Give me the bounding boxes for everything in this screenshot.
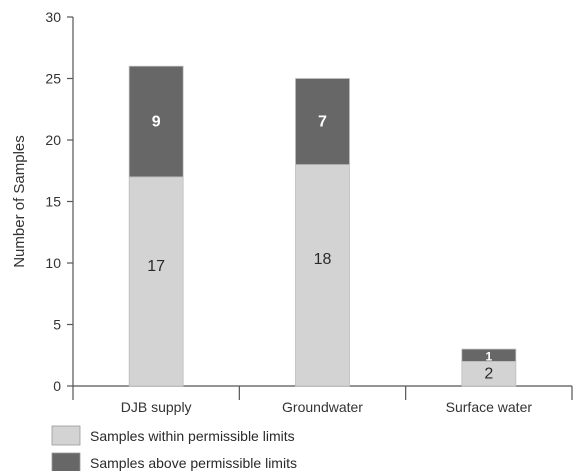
legend-label: Samples within permissible limits: [90, 428, 295, 444]
legend-label: Samples above permissible limits: [90, 455, 297, 471]
legend-swatch: [51, 425, 81, 446]
y-tick-label: 0: [53, 378, 61, 394]
legend-swatch: [51, 452, 81, 473]
legend: Samples within permissible limits Samples…: [51, 425, 297, 473]
bar-value-label: 9: [152, 114, 161, 131]
bars: [128, 65, 517, 387]
x-tick-label: DJB supply: [121, 399, 192, 415]
y-ticks: 0 5 10 15 20 25 30: [45, 9, 73, 394]
bar-value-label: 17: [147, 258, 165, 275]
y-axis-title: Number of Samples: [11, 135, 28, 268]
x-tick-label: Surface water: [446, 399, 533, 415]
x-ticks: DJB supply Groundwater Surface water: [72, 386, 573, 415]
bar-value-label: 2: [484, 366, 493, 383]
bar-value-label: 7: [318, 114, 327, 131]
y-tick-label: 15: [45, 194, 61, 210]
x-tick-label: Groundwater: [282, 399, 363, 415]
bar-segment-within-limits: [295, 164, 350, 387]
bar-segment-above-limits: [295, 78, 350, 165]
y-tick-label: 10: [45, 255, 61, 271]
y-tick-label: 20: [45, 132, 61, 148]
bar-segment-above-limits: [461, 348, 517, 362]
y-tick-label: 25: [45, 71, 61, 87]
bar-value-label: 1: [485, 349, 492, 363]
bar-segment-within-limits: [128, 176, 184, 387]
bar-value-labels: 17 9 18 7 2 1: [147, 114, 493, 383]
bar-segment-within-limits: [461, 360, 517, 387]
y-tick-label: 5: [53, 317, 61, 333]
y-tick-label: 30: [45, 9, 61, 25]
bar-value-label: 18: [314, 251, 332, 268]
bar-segment-above-limits: [128, 65, 184, 178]
